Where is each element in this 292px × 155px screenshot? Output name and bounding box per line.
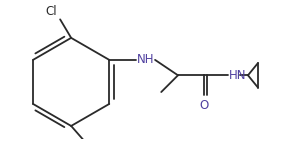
Text: NH: NH	[137, 53, 154, 66]
Text: Cl: Cl	[45, 5, 57, 18]
Text: HN: HN	[229, 69, 246, 82]
Text: O: O	[200, 99, 209, 112]
